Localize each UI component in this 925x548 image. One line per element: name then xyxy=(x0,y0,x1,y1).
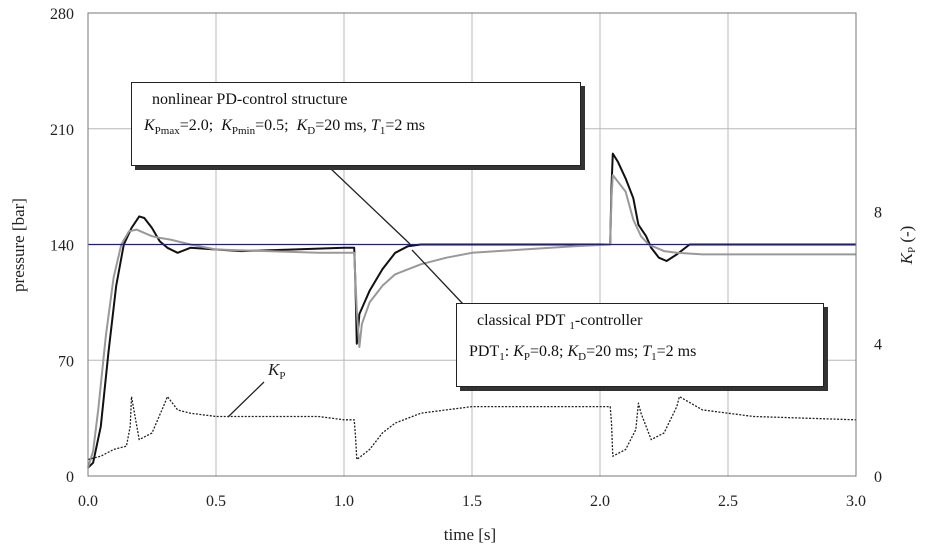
x-tick-label: 0.0 xyxy=(78,493,98,510)
kp-leader-line xyxy=(227,381,265,418)
kp-series-label: KP xyxy=(267,360,285,382)
classical-callout-params: PDT1: KP=0.8; KD=20 ms; T1=2 ms xyxy=(469,343,697,364)
x-tick-label: 0.5 xyxy=(206,493,226,510)
tick-labels: 0.0 0.5 1.0 1.5 2.0 2.5 3.0 0 70 140 210 280 0 4 8 xyxy=(50,6,882,510)
x-tick-label: 3.0 xyxy=(846,493,866,510)
y2-tick-label: 4 xyxy=(874,337,882,354)
nonlinear-callout-params: KPmax=2.0; KPmin=0.5; KD=20 ms, T1=2 ms xyxy=(144,117,426,138)
y-tick-label: 70 xyxy=(58,353,74,370)
y-axis-label: pressure [bar] xyxy=(9,198,28,292)
x-axis-label: time [s] xyxy=(444,525,496,544)
nonlinear-callout: nonlinear PD-control structure KPmax=2.0… xyxy=(131,82,581,166)
y-tick-label: 280 xyxy=(50,6,74,23)
classical-callout: classical PDT 1-controller PDT1: KP=0.8;… xyxy=(456,303,824,387)
series-classical-line xyxy=(87,174,856,468)
y2-axis-label: KP (-) xyxy=(897,226,918,266)
series-kp-line xyxy=(87,395,857,461)
x-tick-label: 1.0 xyxy=(334,493,354,510)
series-nonlinear-line xyxy=(87,152,856,469)
axes xyxy=(87,12,857,477)
classical-callout-title: classical PDT 1-controller xyxy=(477,312,643,333)
x-tick-label: 2.5 xyxy=(718,493,738,510)
x-tick-label: 1.5 xyxy=(462,493,482,510)
y-tick-label: 140 xyxy=(50,238,74,255)
nonlinear-callout-title: nonlinear PD-control structure xyxy=(152,91,348,108)
nonlinear-leader-line xyxy=(329,167,411,245)
plot-frame xyxy=(87,12,857,477)
classical-leader-line xyxy=(411,249,464,305)
series-layer xyxy=(87,152,857,469)
y-tick-label: 0 xyxy=(66,469,74,486)
y2-tick-label: 8 xyxy=(874,204,882,221)
y2-tick-label: 0 xyxy=(874,469,882,486)
x-tick-label: 2.0 xyxy=(590,493,610,510)
y-tick-label: 210 xyxy=(50,122,74,139)
leader-lines xyxy=(227,167,464,418)
